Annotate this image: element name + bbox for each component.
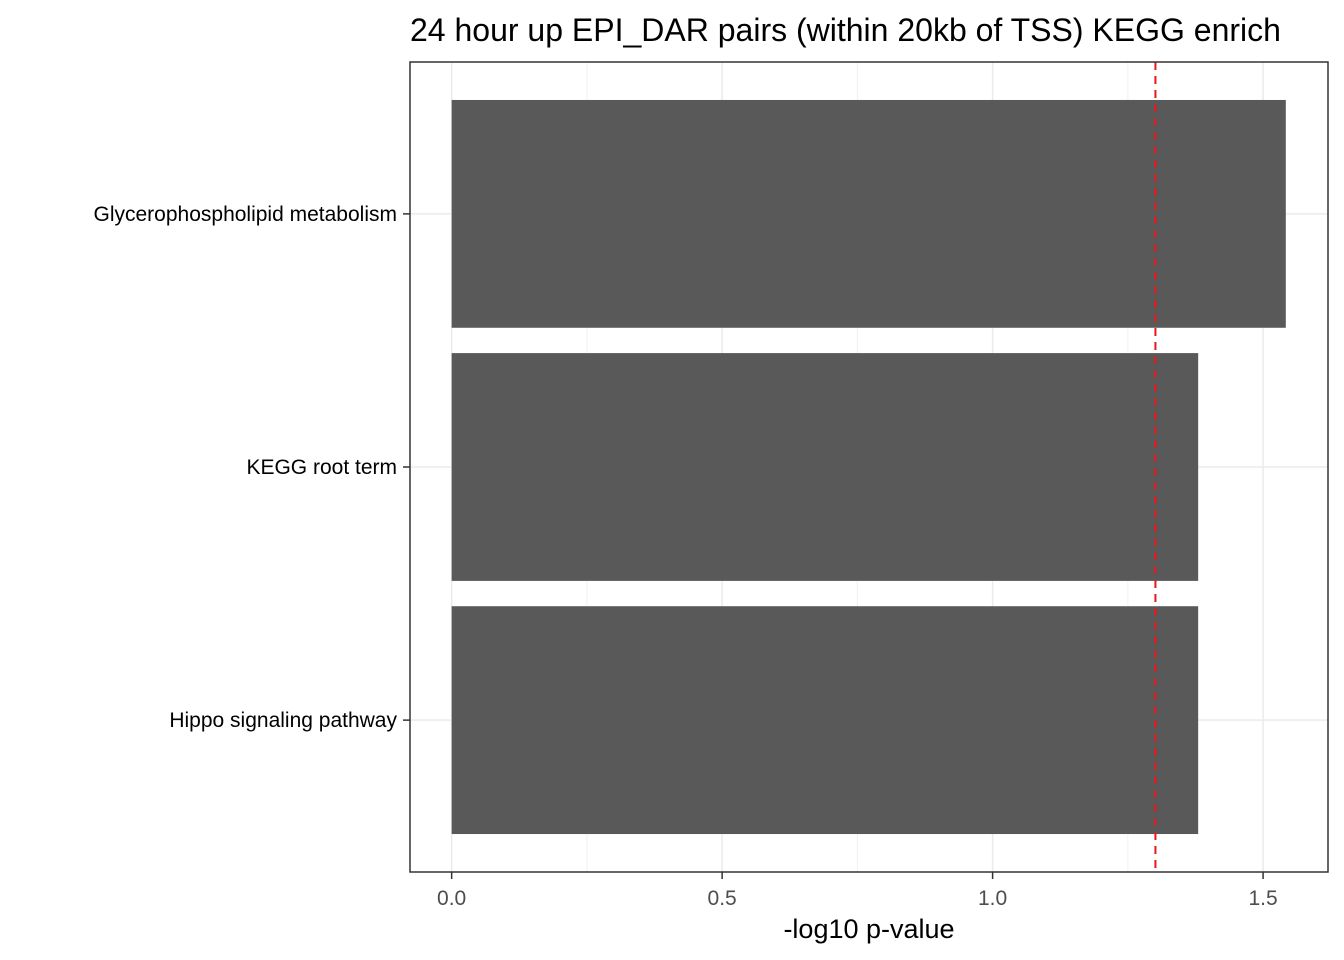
y-tick-label: Glycerophospholipid metabolism (94, 203, 398, 226)
y-tick-label: Hippo signaling pathway (169, 709, 397, 732)
chart-title: 24 hour up EPI_DAR pairs (within 20kb of… (410, 12, 1281, 48)
x-tick-label: 1.0 (978, 887, 1007, 910)
x-axis-label: -log10 p-value (783, 914, 954, 944)
x-tick-label: 0.0 (437, 887, 466, 910)
bars (451, 99, 1286, 835)
x-axis: 0.0 0.5 1.0 1.5 (437, 872, 1278, 910)
x-tick-label: 0.5 (708, 887, 737, 910)
bar (451, 99, 1286, 328)
bar (451, 606, 1199, 835)
y-tick-label: KEGG root term (246, 456, 397, 479)
bar (451, 353, 1199, 581)
x-tick-label: 1.5 (1248, 887, 1277, 910)
y-axis: Glycerophospholipid metabolism KEGG root … (94, 203, 410, 732)
